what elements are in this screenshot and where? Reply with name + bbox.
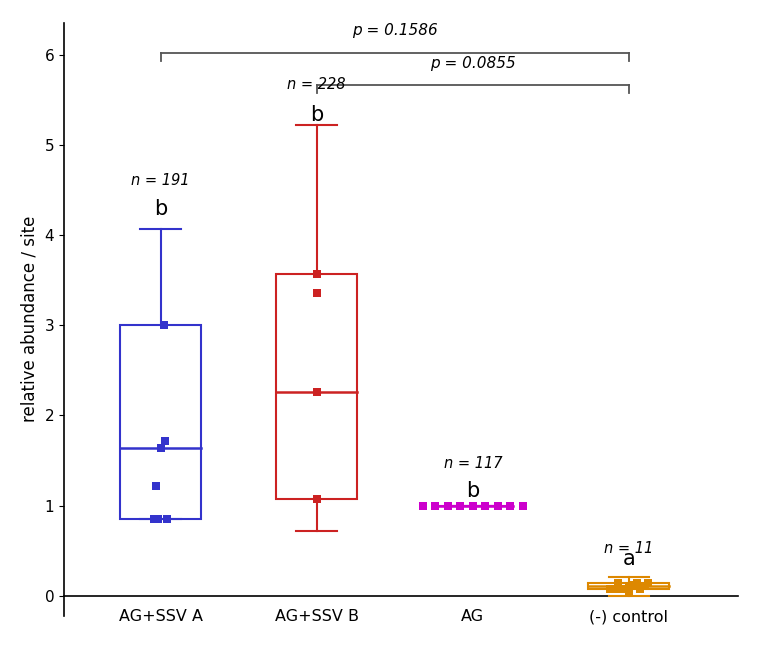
Text: b: b — [466, 481, 480, 501]
Text: p = 0.1586: p = 0.1586 — [352, 23, 438, 38]
Text: n = 228: n = 228 — [288, 77, 346, 93]
Text: n = 11: n = 11 — [604, 541, 653, 556]
Text: b: b — [154, 199, 167, 219]
Bar — [588, 583, 669, 590]
Bar — [120, 325, 201, 518]
Text: n = 191: n = 191 — [131, 173, 190, 188]
Bar — [276, 273, 357, 499]
Text: a: a — [622, 549, 635, 569]
Y-axis label: relative abundance / site: relative abundance / site — [20, 216, 39, 422]
Text: p = 0.0855: p = 0.0855 — [430, 56, 515, 71]
Text: n = 117: n = 117 — [443, 456, 502, 471]
Text: b: b — [310, 105, 323, 125]
